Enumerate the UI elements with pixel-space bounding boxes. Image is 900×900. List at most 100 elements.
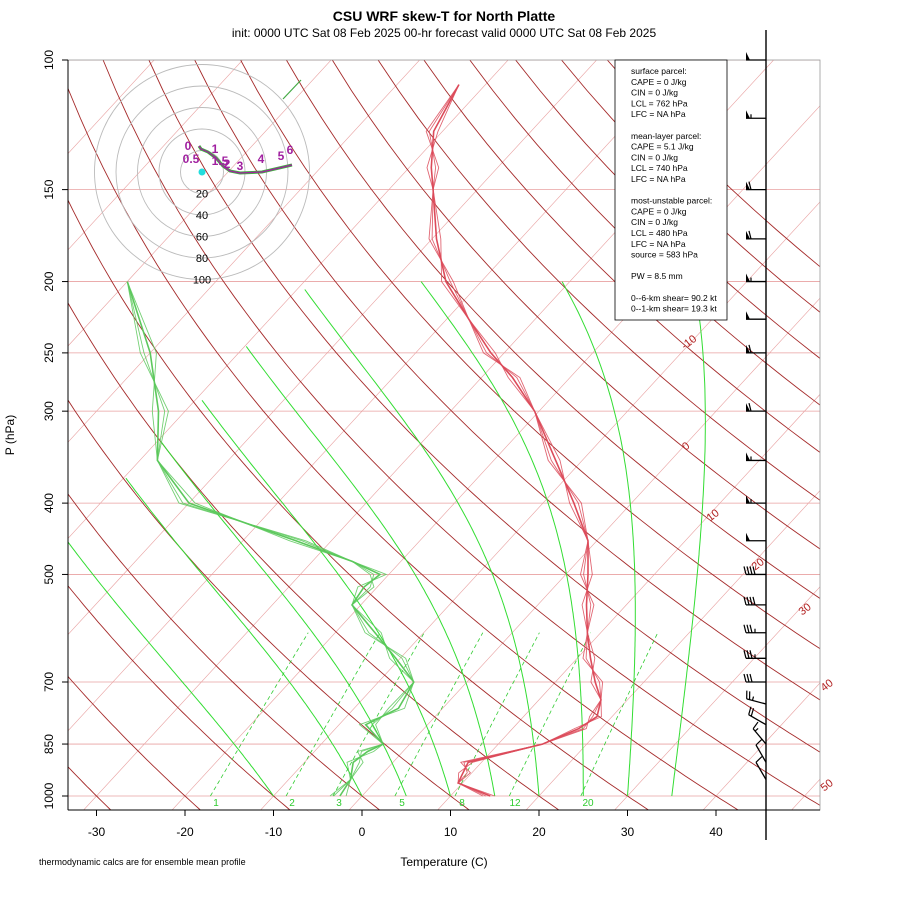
hodograph-trace-mean [198,145,293,174]
wind-barb [755,756,767,780]
moist-adiabat-line [160,441,407,797]
isotherm-line [525,490,820,810]
wind-barbs [743,30,767,840]
hodograph: 20 40 60 80 100 00.5 11.52 3 4 5 6 [94,64,310,287]
profile-layer [126,84,604,797]
dry-adiabat-line [102,60,820,806]
wind-barb [746,452,766,462]
wind-barb [743,596,766,606]
hodograph-ring-label: 80 [196,253,208,265]
hodograph-height-label: 4 [258,152,265,166]
y-tick-label: 850 [42,734,56,754]
hodograph-height-label: 0 [185,139,192,153]
mixing-ratio-label: 1 [213,798,219,809]
stats-line: LCL = 480 hPa [631,228,688,238]
wind-barb [743,650,766,659]
dry-adiabat-label: 10 [705,507,722,524]
dry-adiabat-line [331,60,820,550]
isotherm-line [260,201,820,810]
wind-barb [755,738,767,763]
dry-adiabat-line [68,302,560,810]
isotherm-line [348,297,820,810]
y-tick-label: 250 [42,343,56,363]
wind-barb [746,181,766,191]
stats-line: most-unstable parcel: [631,196,712,206]
wind-barb [746,532,766,542]
moist-adiabat-line [304,289,540,797]
isotherm-line [171,105,820,810]
mixing-ratio-label: 8 [459,798,465,809]
dewpoint-profile [126,281,415,797]
temperature-profile [428,84,602,797]
isotherm-line [702,682,820,810]
isotherm-line [68,60,686,732]
y-tick-label: 500 [42,564,56,584]
stats-line: CIN = 0 J/kg [631,217,678,227]
dry-adiabat-line [423,60,820,453]
x-tick-label: -30 [88,825,106,839]
y-axis-label: P (hPa) [3,415,17,455]
dewpoint-profile [126,281,415,797]
mixing-ratio-label: 2 [289,798,295,809]
y-tick-label: 300 [42,401,56,421]
isotherm-line [68,60,509,539]
chart-title: CSU WRF skew-T for North Platte [333,8,556,24]
moist-adiabat-line [125,477,363,797]
hodograph-ring-label: 100 [193,275,211,287]
isotherm-line [68,60,155,155]
stats-line: 0--6-km shear= 90.2 kt [631,293,717,303]
footnote: thermodynamic calcs are for ensemble mea… [39,857,246,867]
y-tick-label: 400 [42,493,56,513]
wind-barb [746,403,766,412]
hodograph-height-label: 5 [278,149,285,163]
x-tick-label: 40 [709,825,723,839]
chart-subtitle: init: 0000 UTC Sat 08 Feb 2025 00-hr for… [232,26,657,40]
mixing-ratio-label: 3 [336,798,342,809]
dry-adiabat-label: 40 [819,677,836,694]
y-tick-label: 700 [42,672,56,692]
y-tick-label: 200 [42,271,56,291]
hodograph-ring-label: 20 [196,189,208,201]
x-tick-label: -20 [176,825,194,839]
stats-line: CAPE = 5.1 J/kg [631,142,694,152]
stats-line: CAPE = 0 J/kg [631,77,687,87]
hodograph-height-label: 6 [287,143,294,157]
wind-barb [743,566,766,576]
isotherm-line [68,60,421,443]
dry-adiabat-line [240,60,820,650]
mixing-ratio-label: 12 [509,798,521,809]
temperature-profile [425,84,604,797]
dry-adiabat-line [68,199,650,810]
isotherm-line [614,586,820,810]
stats-line: mean-layer parcel: [631,131,701,141]
temperature-profile [426,84,602,797]
x-tick-label: -10 [265,825,283,839]
wind-barb [748,706,767,726]
dry-adiabat-label: 20 [750,556,767,573]
y-tick-label: 100 [42,50,56,70]
dry-adiabat-line [68,675,202,810]
dry-adiabat-label: 50 [819,777,836,794]
dewpoint-profile [126,281,415,797]
mixing-ratio-line [454,632,540,797]
x-tick-label: 10 [444,825,458,839]
dry-adiabat-label: 0 [680,440,692,453]
moist-adiabat-line [671,281,706,797]
wind-barb [746,110,766,119]
stats-line: LFC = NA hPa [631,109,686,119]
dry-adiabat-label: -10 [679,333,699,352]
wind-barb [746,690,767,705]
mixing-ratio-line [285,632,381,797]
hodograph-height-label: 0.5 [183,152,200,166]
dry-adiabat-line [68,399,470,810]
dry-adiabat-line [148,60,820,753]
hodograph-ring [94,64,310,280]
wind-barb [746,344,766,354]
wind-barb [743,673,766,683]
hodograph-height-label: 3 [237,159,244,173]
mixing-ratio-label: 5 [399,798,405,809]
wind-barb [746,230,766,240]
